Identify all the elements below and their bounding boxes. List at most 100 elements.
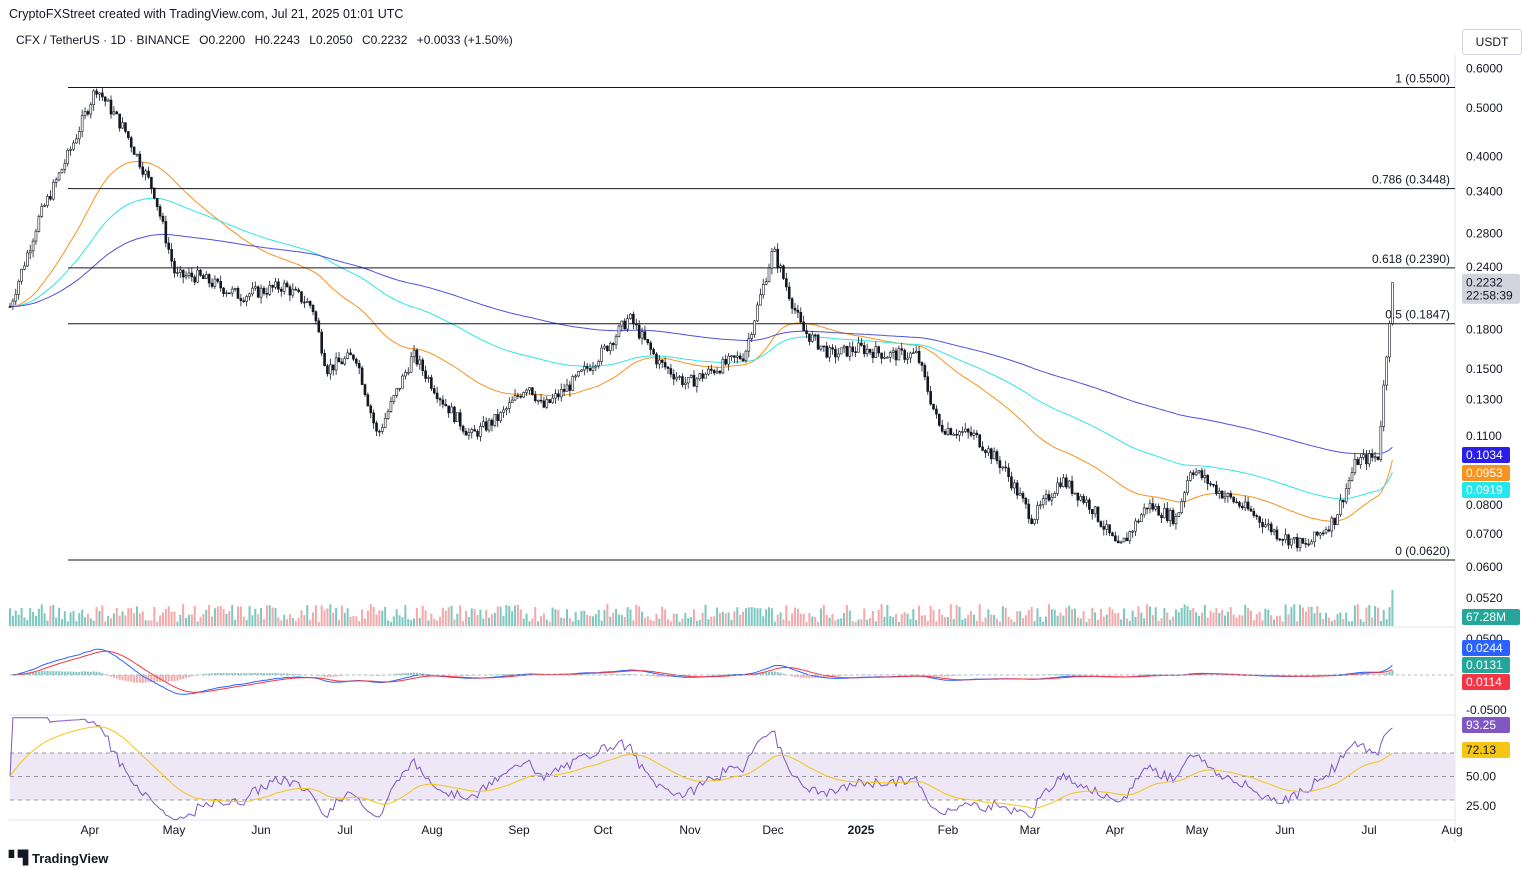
- volume-bar: [239, 606, 242, 626]
- volume-bar: [987, 609, 990, 626]
- volume-bar: [589, 615, 592, 626]
- candle-body: [785, 278, 788, 288]
- candle-body: [418, 359, 422, 365]
- candle-body: [421, 359, 424, 372]
- volume-bar: [1249, 610, 1252, 626]
- volume-bar: [441, 607, 444, 626]
- volume-bar: [681, 618, 684, 626]
- volume-bar: [1212, 612, 1215, 626]
- candle-body: [60, 168, 64, 174]
- candle-body: [1111, 532, 1114, 537]
- candle-body: [1102, 526, 1106, 530]
- volume-bar: [1001, 606, 1004, 626]
- candle-body: [1226, 493, 1230, 497]
- candle-body: [923, 365, 927, 378]
- volume-bar: [776, 614, 779, 626]
- candle-body: [877, 346, 880, 354]
- volume-bar: [363, 618, 366, 626]
- volume-bar: [923, 615, 926, 626]
- volume-bar: [1062, 615, 1065, 626]
- candle-body: [912, 352, 915, 355]
- candle-body: [620, 320, 624, 327]
- volume-bar: [1267, 609, 1270, 626]
- volume-value-label: 67.28M: [1466, 610, 1506, 624]
- volume-bar: [857, 619, 860, 626]
- candle-body: [1030, 518, 1033, 524]
- volume-bar: [1307, 606, 1310, 626]
- currency-selector[interactable]: USDT: [1462, 29, 1522, 55]
- candle-body: [72, 142, 75, 150]
- volume-bar: [1281, 621, 1284, 626]
- candle-body: [153, 187, 156, 199]
- volume-bar: [294, 620, 297, 626]
- candle-body: [86, 111, 90, 115]
- candle-body: [759, 294, 762, 306]
- macd-histogram-bar: [664, 675, 667, 677]
- macd-histogram-bar: [78, 671, 81, 675]
- volume-bar: [343, 612, 346, 626]
- volume-bar: [716, 607, 719, 626]
- open-value: O0.2200: [199, 33, 246, 47]
- rsi-line: [9, 717, 1393, 821]
- volume-bar: [361, 609, 364, 626]
- volume-bar: [1287, 614, 1290, 626]
- candle-body: [551, 397, 554, 403]
- candle-body: [724, 359, 728, 365]
- candle-body: [245, 296, 248, 302]
- macd-histogram-bar: [776, 672, 779, 675]
- candle-body: [1212, 484, 1215, 486]
- volume-bar: [782, 619, 785, 626]
- candle-body: [424, 370, 427, 379]
- symbol-name[interactable]: CFX / TetherUS · 1D · BINANCE: [16, 33, 190, 47]
- volume-bar: [796, 608, 799, 626]
- candle-body: [83, 111, 87, 116]
- volume-bar: [332, 612, 335, 626]
- candle-body: [1301, 538, 1305, 544]
- candle-body: [493, 414, 497, 426]
- macd-histogram-bar: [150, 675, 153, 683]
- volume-bar: [309, 620, 312, 626]
- volume-bar: [1094, 612, 1097, 626]
- volume-bar: [1273, 619, 1276, 626]
- candle-body: [239, 298, 243, 302]
- candle-body: [456, 412, 459, 423]
- candle-body: [216, 278, 220, 282]
- candle-body: [1142, 507, 1146, 516]
- volume-bar: [141, 611, 144, 626]
- candle-body: [233, 288, 237, 290]
- volume-bar: [609, 616, 612, 626]
- volume-bar: [929, 606, 932, 626]
- candle-body: [1085, 499, 1088, 503]
- candle-body: [427, 377, 430, 379]
- candle-body: [14, 294, 18, 302]
- tradingview-logo[interactable]: ▘▜ TradingView: [9, 850, 108, 866]
- volume-bar: [173, 611, 176, 626]
- volume-bar: [1183, 604, 1186, 626]
- candle-body: [1082, 496, 1085, 503]
- volume-bar: [1047, 604, 1050, 626]
- candle-body: [1284, 534, 1287, 541]
- candle-body: [617, 325, 621, 337]
- price-tick-label: 0.0600: [1466, 560, 1503, 574]
- volume-bar: [944, 617, 947, 626]
- volume-bar: [1189, 610, 1192, 626]
- volume-bar: [632, 620, 635, 626]
- volume-bar: [338, 619, 341, 626]
- macd-histogram-bar: [320, 675, 323, 677]
- candle-body: [929, 391, 932, 405]
- volume-bar: [1224, 615, 1227, 626]
- candle-body: [386, 411, 390, 419]
- macd-histogram-bar: [626, 674, 629, 675]
- volume-bar: [837, 619, 840, 626]
- macd-histogram-bar: [499, 674, 502, 675]
- volume-bar: [667, 619, 670, 626]
- macd-histogram-bar: [1385, 672, 1388, 675]
- volume-bar: [747, 607, 750, 626]
- volume-bar: [254, 608, 257, 626]
- fib-level-label: 0.5 (0.1847): [1385, 308, 1450, 322]
- candle-body: [447, 405, 450, 414]
- candle-body: [984, 450, 987, 454]
- volume-bar: [1301, 607, 1304, 626]
- candle-body: [184, 275, 188, 278]
